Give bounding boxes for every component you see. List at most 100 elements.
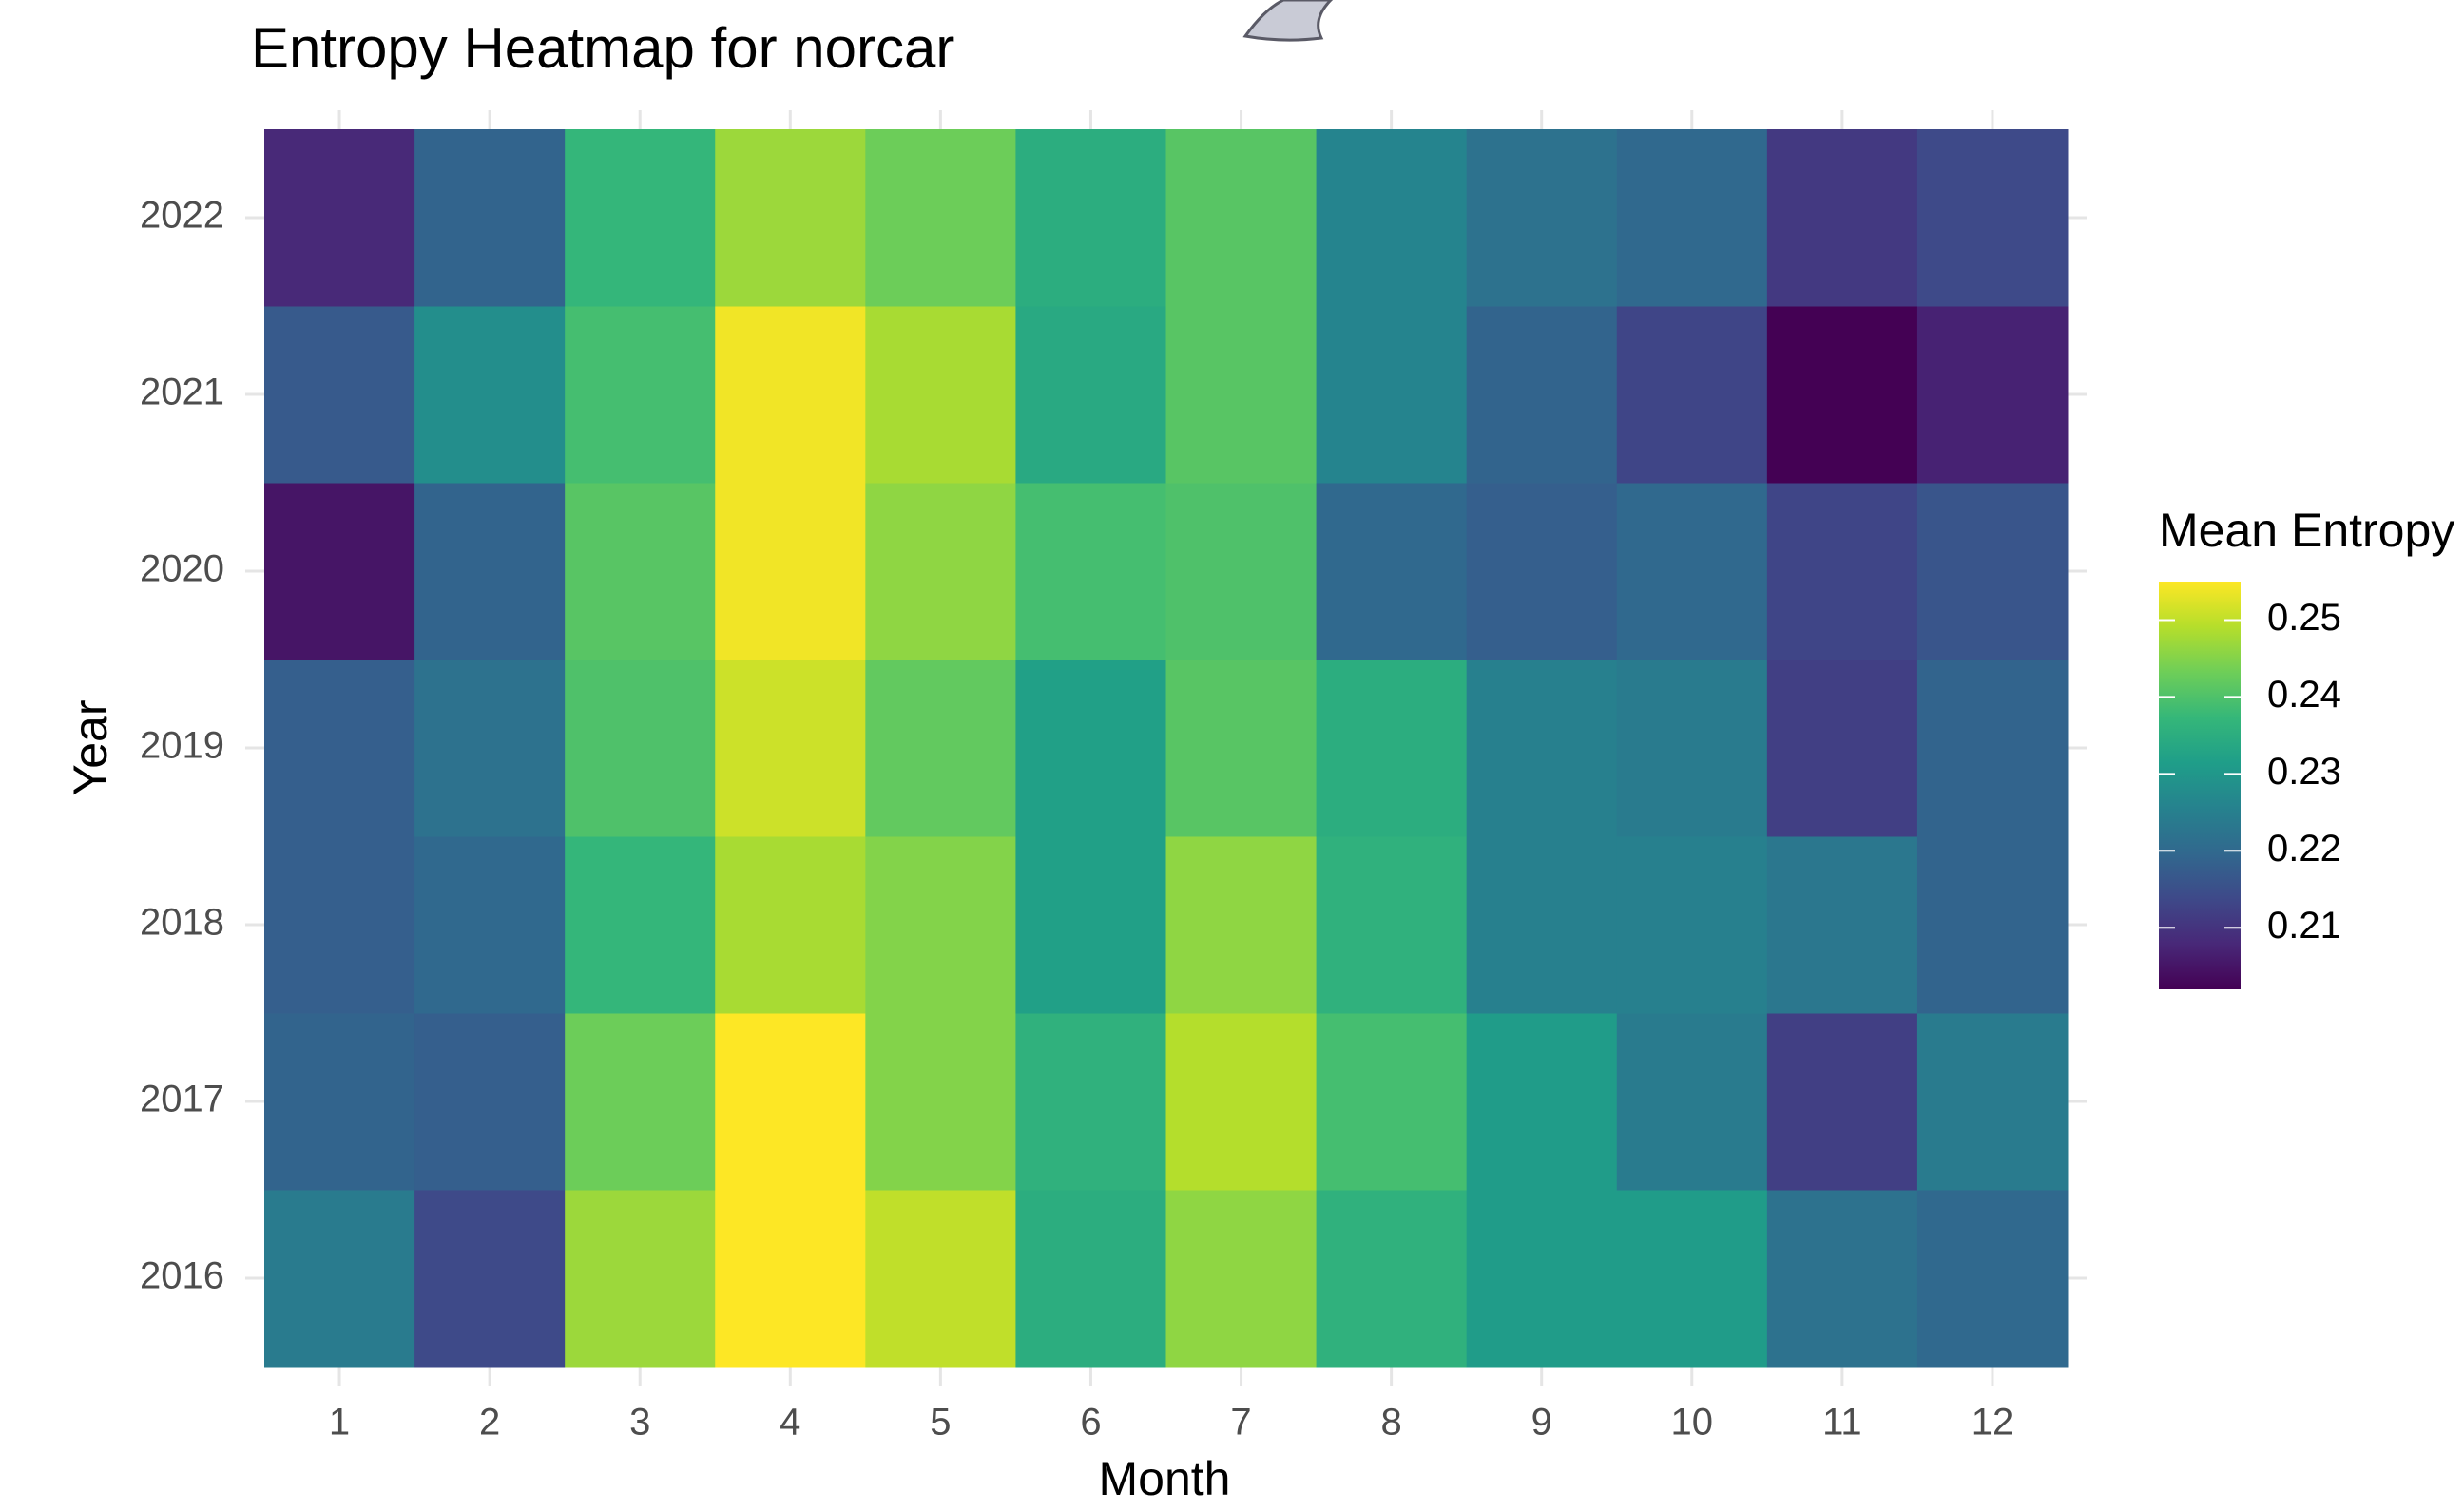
x-tick-label: 9: [1531, 1402, 1552, 1444]
legend-tick-label: 0.24: [2267, 674, 2341, 716]
x-tick-label: 11: [1822, 1402, 1862, 1444]
legend-tick-label: 0.22: [2267, 828, 2341, 870]
heatmap-cell: [414, 129, 566, 307]
x-tick-label: 4: [780, 1402, 800, 1444]
heatmap-cell: [1917, 1190, 2069, 1368]
heatmap-cell: [1617, 1190, 1768, 1368]
x-tick-label: 1: [329, 1402, 350, 1444]
heatmap-cell: [1317, 836, 1468, 1014]
heatmap-cell: [1767, 129, 1918, 307]
heatmap-cell: [1166, 306, 1318, 484]
heatmap-cell: [1015, 129, 1166, 307]
heatmap-cell: [1015, 306, 1166, 484]
heatmap-cell: [264, 1190, 415, 1368]
heatmap-cell: [1917, 483, 2069, 660]
heatmap-cell: [565, 660, 716, 837]
heatmap-cell: [264, 1013, 415, 1191]
heatmap-cell: [865, 1013, 1016, 1191]
heatmap-cell: [1467, 129, 1618, 307]
heatmap-cell: [1467, 1190, 1618, 1368]
heatmap-cell: [565, 1190, 716, 1368]
x-tick-label: 5: [930, 1402, 951, 1444]
heatmap-cell: [1617, 483, 1768, 660]
legend-tick-label: 0.23: [2267, 751, 2341, 793]
heatmap-cell: [715, 306, 866, 484]
heatmap-cell: [1917, 660, 2069, 837]
heatmap-cell: [1917, 836, 2069, 1014]
heatmap-cell: [1617, 660, 1768, 837]
heatmap-cell: [1617, 129, 1768, 307]
heatmap-cell: [1617, 306, 1768, 484]
x-tick-label: 12: [1972, 1402, 2014, 1444]
heatmap-cell: [1317, 483, 1468, 660]
x-tick-label: 2: [479, 1402, 500, 1444]
heatmap-cell: [1767, 660, 1918, 837]
heatmap-cell: [865, 660, 1016, 837]
heatmap-cell: [1617, 836, 1768, 1014]
heatmap-cell: [715, 1013, 866, 1191]
heatmap-cell: [414, 1190, 566, 1368]
heatmap-cell: [1467, 836, 1618, 1014]
heatmap-cell: [1166, 1190, 1318, 1368]
heatmap-cell: [715, 129, 866, 307]
heatmap-cell: [865, 1190, 1016, 1368]
chart-title: Entropy Heatmap for norcar: [251, 16, 954, 80]
heatmap-cell: [1317, 306, 1468, 484]
legend-title: Mean Entropy: [2159, 504, 2454, 557]
x-tick-label: 3: [629, 1402, 650, 1444]
heatmap-cell: [264, 660, 415, 837]
heatmap-cell: [1166, 129, 1318, 307]
heatmap-cell: [1166, 660, 1318, 837]
heatmap-cell: [715, 1190, 866, 1368]
legend-tick-label: 0.21: [2267, 905, 2341, 947]
heatmap-cell: [1467, 483, 1618, 660]
chart: Entropy Heatmap for norcar Month Year Me…: [0, 0, 2464, 1511]
heatmap-cell: [1767, 306, 1918, 484]
heatmap-cell: [1166, 483, 1318, 660]
heatmap-cell: [414, 660, 566, 837]
heatmap-cell: [1767, 1013, 1918, 1191]
x-tick-label: 10: [1671, 1402, 1714, 1444]
heatmap-cell: [1317, 660, 1468, 837]
x-tick-label: 7: [1230, 1402, 1251, 1444]
image-fragment: [1245, 0, 1331, 40]
heatmap-cell: [1317, 1190, 1468, 1368]
heatmap-cell: [865, 483, 1016, 660]
x-axis-title: Month: [1099, 1452, 1231, 1505]
heatmap-cell: [1617, 1013, 1768, 1191]
y-tick-label: 2018: [140, 902, 224, 944]
y-tick-label: 2019: [140, 725, 224, 767]
heatmap-cell: [1767, 483, 1918, 660]
x-tick-label: 8: [1381, 1402, 1402, 1444]
heatmap-cell: [1317, 1013, 1468, 1191]
heatmap-cell: [264, 129, 415, 307]
heatmap-cell: [1015, 483, 1166, 660]
heatmap-cell: [414, 836, 566, 1014]
heatmap-cell: [565, 1013, 716, 1191]
heatmap-cell: [865, 306, 1016, 484]
heatmap-cell: [1166, 1013, 1318, 1191]
heatmap-cell: [715, 660, 866, 837]
heatmap-cell: [1467, 1013, 1618, 1191]
heatmap-cell: [414, 306, 566, 484]
heatmap-cell: [264, 836, 415, 1014]
y-axis-title: Year: [64, 699, 117, 795]
heatmap-cell: [1917, 1013, 2069, 1191]
y-tick-label: 2020: [140, 548, 224, 590]
heatmap-cell: [1467, 660, 1618, 837]
heatmap-cell: [414, 483, 566, 660]
heatmap-cell: [1015, 660, 1166, 837]
heatmap-cell: [715, 483, 866, 660]
y-tick-label: 2017: [140, 1079, 224, 1120]
heatmap-cell: [1317, 129, 1468, 307]
heatmap-cell: [1467, 306, 1618, 484]
heatmap-cell: [264, 306, 415, 484]
y-tick-label: 2022: [140, 195, 224, 237]
heatmap-cell: [1917, 306, 2069, 484]
heatmap-cell: [1015, 1013, 1166, 1191]
heatmap-cell: [1015, 1190, 1166, 1368]
heatmap-cell: [414, 1013, 566, 1191]
heatmap-cell: [715, 836, 866, 1014]
heatmap-cell: [1015, 836, 1166, 1014]
y-tick-label: 2016: [140, 1255, 224, 1297]
